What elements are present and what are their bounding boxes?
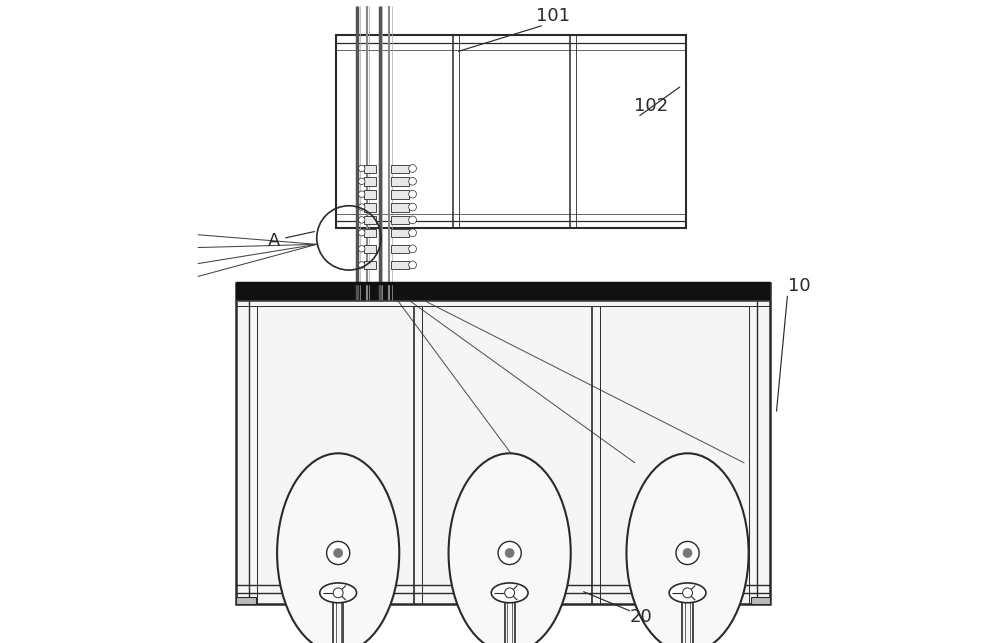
Bar xyxy=(364,245,376,253)
Circle shape xyxy=(676,541,699,565)
Circle shape xyxy=(333,588,343,598)
Bar xyxy=(336,35,686,228)
Bar xyxy=(751,597,770,604)
Bar xyxy=(236,597,256,604)
Ellipse shape xyxy=(669,583,706,602)
Circle shape xyxy=(498,541,521,565)
Ellipse shape xyxy=(320,583,357,602)
Bar xyxy=(364,229,376,237)
Text: 10: 10 xyxy=(788,277,810,295)
Circle shape xyxy=(409,229,416,237)
Circle shape xyxy=(359,165,365,172)
Circle shape xyxy=(327,541,350,565)
Bar xyxy=(236,283,770,604)
Circle shape xyxy=(409,216,416,224)
Bar xyxy=(391,261,409,269)
Bar xyxy=(391,245,409,253)
Ellipse shape xyxy=(277,453,399,643)
Circle shape xyxy=(359,217,365,223)
Circle shape xyxy=(359,178,365,185)
Bar xyxy=(391,177,409,186)
Bar xyxy=(391,229,409,237)
Circle shape xyxy=(409,261,416,269)
Bar xyxy=(364,165,376,173)
Bar xyxy=(364,261,376,269)
Ellipse shape xyxy=(491,583,528,602)
Circle shape xyxy=(505,548,514,557)
Circle shape xyxy=(409,203,416,211)
Text: 20: 20 xyxy=(630,608,653,626)
Circle shape xyxy=(683,548,692,557)
Bar xyxy=(391,165,409,173)
Text: 101: 101 xyxy=(536,7,570,25)
Circle shape xyxy=(359,230,365,236)
Circle shape xyxy=(505,588,515,598)
Circle shape xyxy=(683,588,692,598)
Bar xyxy=(391,216,409,224)
Circle shape xyxy=(409,177,416,185)
Ellipse shape xyxy=(449,453,571,643)
Circle shape xyxy=(359,204,365,210)
Circle shape xyxy=(359,262,365,268)
Bar xyxy=(364,190,376,199)
Circle shape xyxy=(409,245,416,253)
Ellipse shape xyxy=(626,453,749,643)
Circle shape xyxy=(359,191,365,197)
Bar xyxy=(364,203,376,212)
Bar xyxy=(364,216,376,224)
Bar xyxy=(391,203,409,212)
Bar xyxy=(364,177,376,186)
Circle shape xyxy=(334,548,343,557)
Circle shape xyxy=(409,190,416,198)
Text: A: A xyxy=(267,232,280,250)
Bar xyxy=(236,283,770,301)
Circle shape xyxy=(409,165,416,172)
Circle shape xyxy=(359,246,365,252)
Text: 102: 102 xyxy=(634,97,668,115)
Bar xyxy=(391,190,409,199)
